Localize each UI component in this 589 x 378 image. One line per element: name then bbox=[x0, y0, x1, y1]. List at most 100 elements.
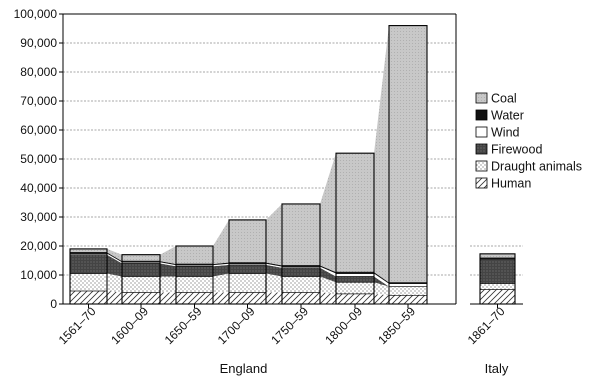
x-tick-label: 1861–70 bbox=[465, 304, 508, 347]
connector-firewood bbox=[160, 263, 176, 277]
bar-segment-human-1650-59 bbox=[175, 292, 214, 305]
x-tick-label: 1750–59 bbox=[268, 304, 311, 347]
connector-coal bbox=[160, 246, 176, 264]
legend-label-firewood: Firewood bbox=[491, 143, 542, 157]
connector-coal bbox=[213, 219, 229, 264]
legend-swatch-water bbox=[475, 109, 488, 121]
connector-human bbox=[160, 292, 176, 304]
x-tick-label: 1850–59 bbox=[375, 304, 418, 347]
y-tick-label: 30,000 bbox=[20, 210, 57, 224]
bar-segment-firewood-1561-70 bbox=[69, 254, 108, 274]
bar-segment-wind-1850-59 bbox=[388, 283, 428, 287]
y-tick-label: 40,000 bbox=[20, 181, 57, 195]
bar-segment-firewood-1650-59 bbox=[175, 265, 214, 277]
bar-segment-wind-1800-09 bbox=[335, 273, 375, 277]
connector-draught-animals bbox=[160, 276, 176, 293]
y-tick-label: 50,000 bbox=[20, 152, 57, 166]
bars bbox=[69, 25, 516, 305]
group-label-italy: Italy bbox=[485, 361, 509, 376]
group-labels: England Italy bbox=[220, 361, 509, 376]
connector-draught-animals bbox=[374, 282, 389, 296]
bar-segment-firewood-1750-59 bbox=[281, 267, 321, 277]
connector-firewood bbox=[374, 276, 389, 287]
bar-segment-coal-1850-59 bbox=[388, 25, 428, 283]
x-tick-label: 1650–59 bbox=[162, 304, 205, 347]
legend-swatch-firewood bbox=[475, 143, 488, 155]
connector-coal bbox=[320, 153, 336, 273]
connector-wind bbox=[374, 273, 389, 287]
y-tick-label: 60,000 bbox=[20, 123, 57, 137]
legend-label-water: Water bbox=[491, 109, 524, 123]
connector-human bbox=[213, 292, 229, 304]
connector-wind bbox=[213, 263, 229, 267]
bar-segment-coal-1650-59 bbox=[175, 245, 214, 265]
connector-human bbox=[320, 292, 336, 304]
bar-segment-human-1850-59 bbox=[388, 294, 428, 305]
x-tick-label: 1800–09 bbox=[322, 304, 365, 347]
y-tick-label: 90,000 bbox=[20, 36, 57, 50]
bar-segment-human-1750-59 bbox=[281, 292, 321, 305]
bar-segment-human-1700-09 bbox=[228, 292, 267, 305]
connector-human bbox=[374, 293, 389, 304]
bar-segment-coal-1600-09 bbox=[121, 254, 161, 262]
bar-segment-firewood-1600-09 bbox=[121, 263, 161, 277]
legend: Coal Water Wind Firewood Draught animals Huma… bbox=[475, 92, 582, 191]
connector-water bbox=[160, 261, 176, 266]
bar-segment-draught-animals-1700-09 bbox=[228, 273, 267, 293]
legend-label-wind: Wind bbox=[491, 126, 520, 140]
x-tick-label: 1700–09 bbox=[215, 304, 258, 347]
bar-segment-firewood-1800-09 bbox=[335, 276, 375, 283]
y-axis-tick-labels: 0 10,000 20,000 30,000 40,000 50,000 60,000 70,… bbox=[14, 7, 63, 311]
connector-coal bbox=[374, 25, 389, 283]
legend-label-human: Human bbox=[491, 177, 531, 191]
connector-water bbox=[266, 262, 282, 267]
bar-segment-firewood-1700-09 bbox=[228, 264, 267, 274]
connector-human bbox=[107, 290, 122, 304]
y-tick-label: 10,000 bbox=[20, 268, 57, 282]
connector-water bbox=[320, 265, 336, 274]
bar-segment-draught-animals-1800-09 bbox=[335, 281, 375, 295]
connector-coal bbox=[107, 248, 122, 262]
y-tick-label: 0 bbox=[50, 297, 57, 311]
legend-swatch-coal bbox=[475, 92, 488, 104]
bar-segment-coal-1861-70 bbox=[479, 253, 516, 259]
connector-draught-animals bbox=[320, 276, 336, 294]
connector-wind bbox=[160, 262, 176, 267]
bar-segment-draught-animals-1750-59 bbox=[281, 276, 321, 293]
bar-segment-draught-animals-1850-59 bbox=[388, 286, 428, 296]
bar-segment-draught-animals-1861-70 bbox=[479, 283, 516, 290]
x-tick-label: 1561–70 bbox=[56, 304, 99, 347]
legend-label-draught-animals: Draught animals bbox=[491, 160, 582, 174]
y-tick-label: 70,000 bbox=[20, 94, 57, 108]
bar-segment-coal-1700-09 bbox=[228, 219, 267, 263]
connector-firewood bbox=[320, 267, 336, 283]
connector-wind bbox=[107, 253, 122, 264]
bar-segment-human-1800-09 bbox=[335, 293, 375, 305]
connector-firewood bbox=[213, 264, 229, 277]
legend-label-coal: Coal bbox=[491, 92, 517, 106]
x-tick-label: 1600–09 bbox=[108, 304, 151, 347]
connector-coal bbox=[266, 203, 282, 266]
connector-firewood bbox=[107, 254, 122, 277]
connector-human bbox=[266, 292, 282, 304]
connector-firewood bbox=[266, 264, 282, 277]
legend-swatch-draught-animals bbox=[475, 160, 488, 172]
bar-segment-coal-1800-09 bbox=[335, 152, 375, 273]
connector-water bbox=[213, 262, 229, 266]
legend-swatch-human bbox=[475, 177, 488, 189]
legend-swatch-wind bbox=[475, 126, 488, 138]
bar-segment-firewood-1861-70 bbox=[479, 258, 516, 284]
bar-segment-human-1861-70 bbox=[479, 289, 516, 305]
bar-segment-draught-animals-1600-09 bbox=[121, 276, 161, 293]
group-label-england: England bbox=[220, 361, 268, 376]
connector-wind bbox=[266, 263, 282, 268]
y-tick-label: 20,000 bbox=[20, 239, 57, 253]
bar-segment-human-1600-09 bbox=[121, 292, 161, 305]
connector-water bbox=[107, 252, 122, 263]
bar-segment-draught-animals-1561-70 bbox=[69, 273, 108, 292]
connector-draught-animals bbox=[107, 273, 122, 293]
connector-draught-animals bbox=[213, 273, 229, 293]
connector-water bbox=[374, 272, 389, 284]
bar-segment-human-1561-70 bbox=[69, 290, 108, 305]
